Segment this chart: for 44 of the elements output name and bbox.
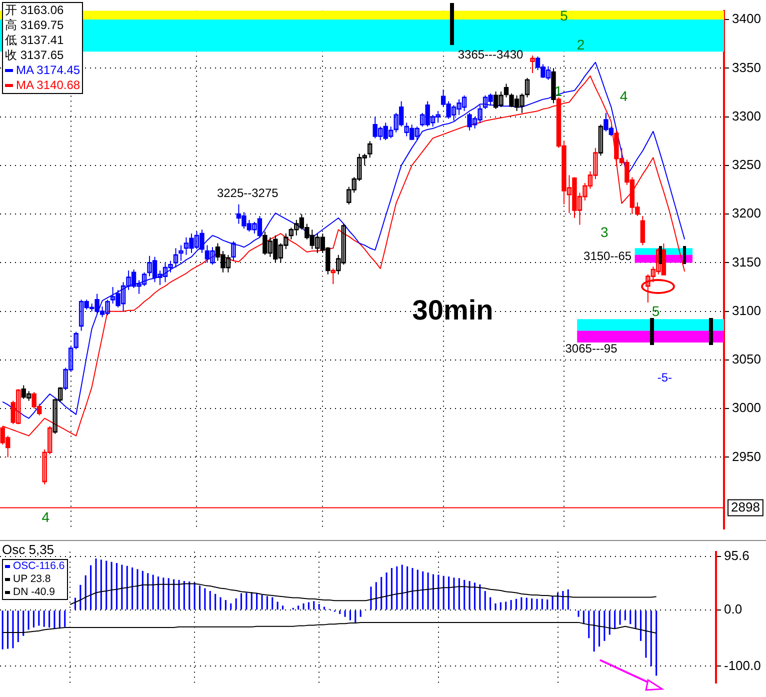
chart-title: Osc 5,35 <box>2 542 54 558</box>
annotation: 高 3169.75 <box>5 18 65 33</box>
candlestick <box>231 240 236 262</box>
annotation: 收 3137.65 <box>5 48 65 63</box>
y-tick-label: 3300 <box>732 108 761 124</box>
legend-label: MA 3140.68 <box>16 78 80 93</box>
legend-label: DN -40.9 <box>13 586 56 599</box>
ref-line-label: 2898 <box>731 499 760 514</box>
y-tick-label: 3000 <box>732 400 761 416</box>
annotation: 5 <box>560 7 568 24</box>
annotation: 开 3163.06 <box>5 3 65 18</box>
legend-label: UP 23.8 <box>13 573 51 586</box>
annotation: -5- <box>657 370 672 385</box>
candlestick <box>178 244 184 262</box>
y-tick-label: 3350 <box>732 60 761 75</box>
annotation: 3365---3430 <box>458 48 524 62</box>
y-tick-label: 95.6 <box>724 548 750 564</box>
candlestick <box>368 140 372 158</box>
y-tick-label: 3200 <box>732 206 761 221</box>
annotation: 4 <box>42 509 50 526</box>
y-tick-label: 0.0 <box>724 602 742 617</box>
y-tick-label: 3250 <box>732 157 761 172</box>
annotation: 2 <box>576 36 585 52</box>
y-tick-label: 3100 <box>732 302 761 318</box>
legend-label: MA 3174.45 <box>16 63 80 78</box>
annotation: 3225--3275 <box>216 186 279 200</box>
y-tick-label: -100.0 <box>724 658 761 673</box>
y-tick-label: 3150 <box>732 254 761 270</box>
candlestick <box>330 268 336 285</box>
y-tick-label: 3050 <box>732 352 761 367</box>
candlestick <box>173 248 178 268</box>
legend-label: OSC-116.6 <box>13 560 65 573</box>
annotation: 3 <box>600 224 608 240</box>
annotation: 4 <box>620 88 628 104</box>
y-tick-label: 3400 <box>732 11 761 26</box>
annotation: 3065---95 <box>565 341 618 356</box>
annotation: 3150--65 <box>584 249 632 264</box>
annotation: 30min <box>412 294 494 326</box>
candlestick <box>530 55 535 74</box>
annotation: 5 <box>652 302 660 319</box>
candlestick <box>524 77 530 98</box>
y-tick-label: 2950 <box>732 448 761 464</box>
annotation: 低 3137.41 <box>5 33 65 48</box>
candlestick <box>598 124 604 156</box>
